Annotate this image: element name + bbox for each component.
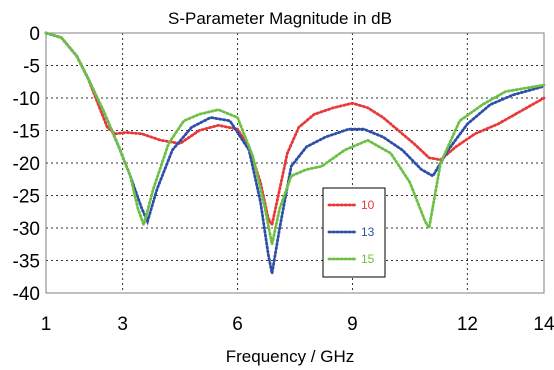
y-tick-label: -30 xyxy=(13,219,40,240)
x-tick-label: 12 xyxy=(457,314,478,335)
x-tick-label: 1 xyxy=(41,314,52,335)
x-axis-label: Frequency / GHz xyxy=(226,347,355,366)
y-tick-label: -25 xyxy=(13,187,40,208)
plot-frame xyxy=(45,32,545,294)
series-line-10 xyxy=(44,31,546,229)
y-tick-label: -10 xyxy=(13,89,40,110)
x-axis-ticks: 1 3 6 9 12 14 xyxy=(41,314,554,335)
x-tick-label: 9 xyxy=(347,314,358,335)
x-tick-label: 14 xyxy=(533,314,554,335)
series-line-15 xyxy=(44,31,546,245)
legend-label-15: 15 xyxy=(361,252,375,266)
y-tick-label: -40 xyxy=(13,284,40,305)
y-tick-label: -20 xyxy=(13,154,40,175)
series-layer xyxy=(44,31,546,274)
x-tick-label: 3 xyxy=(117,314,128,335)
y-tick-label: -15 xyxy=(13,122,40,143)
legend-label-13: 13 xyxy=(361,225,375,239)
y-axis-ticks: 0 -5 -10 -15 -20 -25 -30 -35 -40 xyxy=(13,24,40,305)
y-tick-label: 0 xyxy=(29,24,40,45)
legend-label-10: 10 xyxy=(361,198,375,212)
x-tick-label: 6 xyxy=(232,314,243,335)
y-tick-label: -5 xyxy=(23,57,40,78)
y-tick-label: -35 xyxy=(13,252,40,273)
legend: 10 13 15 xyxy=(322,187,386,278)
chart-title: S-Parameter Magnitude in dB xyxy=(168,9,392,28)
